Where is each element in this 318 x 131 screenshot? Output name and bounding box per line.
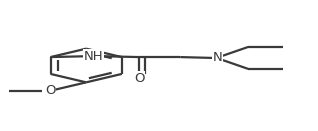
Text: O: O bbox=[45, 84, 56, 97]
Text: N: N bbox=[212, 51, 222, 64]
Text: NH: NH bbox=[84, 50, 104, 63]
Text: O: O bbox=[134, 72, 144, 85]
